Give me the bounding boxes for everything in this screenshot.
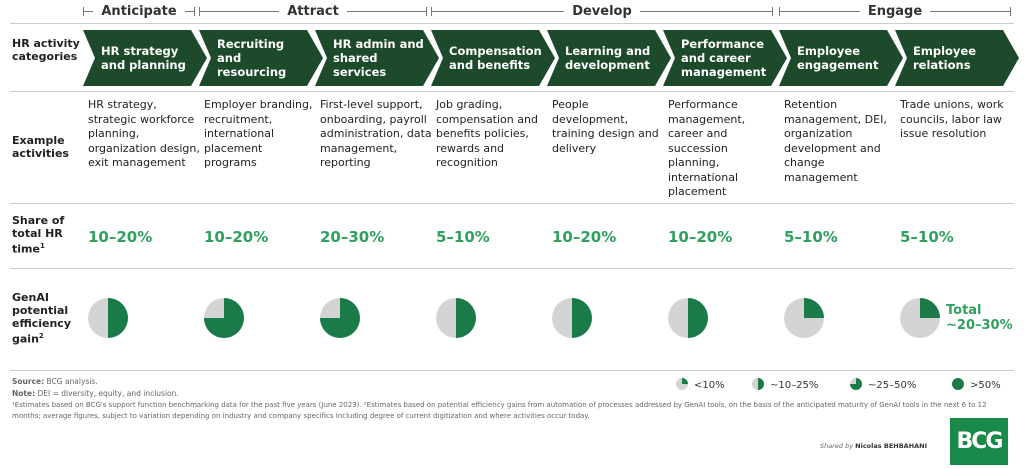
- efficiency-pie: [204, 298, 244, 338]
- share-value: 5–10%: [784, 228, 838, 246]
- category-chevron: Learning and development: [547, 30, 671, 86]
- pie-slice: [320, 298, 360, 338]
- dei-note: Note: DEI = diversity, equity, and inclu…: [12, 389, 179, 398]
- category-chevron: Recruiting and resourcing: [199, 30, 323, 86]
- example-activities: Retention management, DEI, organization …: [784, 98, 887, 184]
- bcg-logo: BCG: [950, 418, 1008, 465]
- efficiency-pie: [320, 298, 360, 338]
- share-value: 5–10%: [436, 228, 490, 246]
- pie-slice: [920, 298, 940, 318]
- share-value: 5–10%: [900, 228, 954, 246]
- source-note: Source: BCG analysis.: [12, 377, 98, 386]
- legend-item: <10%: [676, 378, 725, 393]
- category-chevron: Employee relations: [895, 30, 1019, 86]
- efficiency-pie: [436, 298, 476, 338]
- share-value: 10–20%: [552, 228, 617, 246]
- total-gain: Total ~20–30%: [946, 303, 1013, 333]
- phase-develop: Develop: [431, 2, 774, 20]
- pie-slice: [758, 378, 764, 390]
- share-value: 10–20%: [88, 228, 153, 246]
- row-label-share: Share of total HR time1: [12, 214, 65, 256]
- pie-slice: [572, 298, 592, 338]
- efficiency-pie: [668, 298, 708, 338]
- share-value: 10–20%: [204, 228, 269, 246]
- divider: [10, 91, 1014, 92]
- efficiency-pie: [552, 298, 592, 338]
- legend-item: >50%: [952, 378, 1001, 393]
- pie-slice: [850, 378, 862, 390]
- efficiency-pie: [784, 298, 824, 338]
- pie-slice: [688, 298, 708, 338]
- legend-item: ~10–25%: [752, 378, 818, 393]
- legend-pie-icon: [850, 378, 862, 393]
- row-label-categories: HR activity categories: [12, 37, 80, 63]
- shared-by: Shared by Nicolas BEHBAHANI: [820, 442, 928, 450]
- pie-slice: [108, 298, 128, 338]
- share-value: 20–30%: [320, 228, 385, 246]
- legend-pie-icon: [752, 378, 764, 393]
- phase-engage: Engage: [779, 2, 1011, 20]
- efficiency-pie: [900, 298, 940, 338]
- divider: [10, 23, 1014, 24]
- pie-slice: [456, 298, 476, 338]
- divider: [10, 268, 1014, 269]
- category-chevron: Employee engagement: [779, 30, 903, 86]
- category-chevron: HR strategy and planning: [83, 30, 207, 86]
- efficiency-pie: [88, 298, 128, 338]
- category-chevron: Performance and career management: [663, 30, 787, 86]
- divider: [10, 203, 1014, 204]
- legend-pie-icon: [676, 378, 688, 393]
- example-activities: HR strategy, strategic workforce plannin…: [88, 98, 200, 169]
- example-activities: Employer branding, recruitment, internat…: [204, 98, 313, 169]
- category-chevron: HR admin and shared services: [315, 30, 439, 86]
- phase-anticipate: Anticipate: [83, 2, 196, 20]
- category-chevron: Compensation and benefits: [431, 30, 555, 86]
- example-activities: Performance management, career and succe…: [668, 98, 746, 198]
- example-activities: People development, training design and …: [552, 98, 659, 155]
- footnotes: ¹Estimates based on BCG's support functi…: [12, 401, 987, 420]
- pie-slice: [804, 298, 824, 318]
- phase-attract: Attract: [199, 2, 428, 20]
- divider: [10, 370, 1014, 371]
- pie-slice: [682, 378, 688, 384]
- example-activities: First-level support, onboarding, payroll…: [320, 98, 432, 169]
- row-label-genai: GenAI potential efficiency gain2: [12, 291, 72, 346]
- legend-pie-icon: [952, 378, 964, 393]
- share-value: 10–20%: [668, 228, 733, 246]
- example-activities: Job grading, compensation and benefits p…: [436, 98, 538, 169]
- example-activities: Trade unions, work councils, labor law i…: [900, 98, 1004, 140]
- legend-item: ~25–50%: [850, 378, 916, 393]
- pie-slice: [204, 298, 244, 338]
- row-label-examples: Example activities: [12, 134, 69, 160]
